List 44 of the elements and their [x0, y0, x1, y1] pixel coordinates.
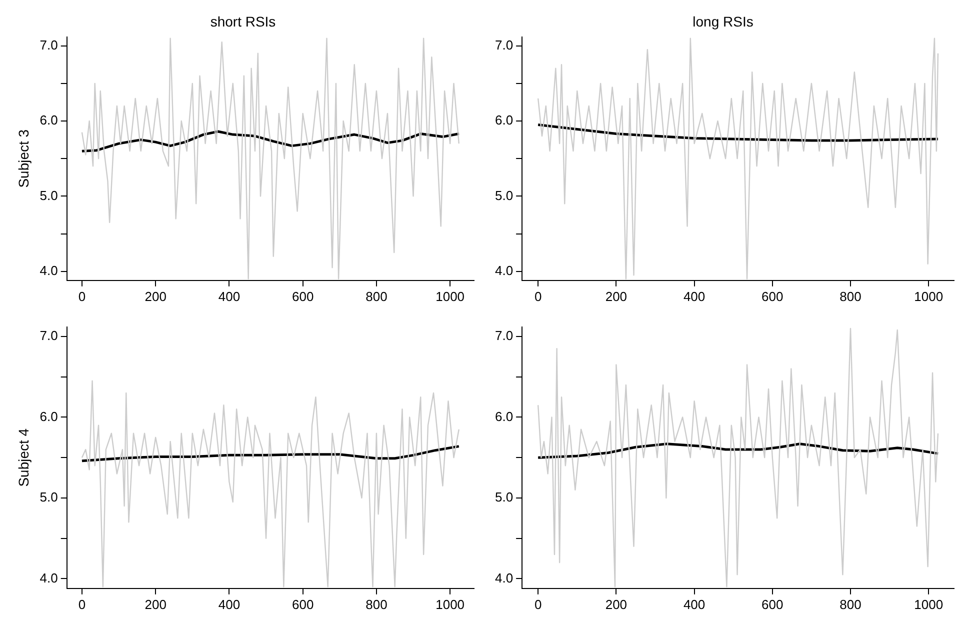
x-tick-label: 600 [292, 288, 314, 304]
x-tick-label: 200 [144, 596, 166, 612]
y-tick-label: 4.0 [494, 262, 514, 278]
x-tick-label: 200 [144, 288, 166, 304]
y-tick-label: 5.0 [40, 188, 58, 203]
x-tick-label: 800 [366, 288, 388, 304]
x-tick-label: 400 [683, 596, 706, 612]
x-tick-label: 1000 [436, 596, 465, 612]
x-tick-label: 800 [840, 288, 862, 304]
x-tick-label: 1000 [914, 596, 944, 612]
y-tick-label: 5.0 [40, 490, 58, 505]
y-axis-title: Subject 3 [15, 129, 32, 188]
y-tick-label: 6.0 [494, 112, 514, 128]
x-tick-label: 200 [605, 288, 628, 304]
x-tick-label: 600 [292, 596, 314, 612]
x-tick-label: 0 [534, 596, 542, 612]
x-tick-label: 600 [762, 596, 784, 612]
y-tick-label: 6.0 [40, 112, 58, 128]
x-tick-label: 0 [78, 288, 86, 304]
y-tick-label: 7.0 [40, 328, 58, 344]
x-tick-label: 600 [762, 288, 784, 304]
y-tick-label: 4.0 [40, 570, 58, 586]
y-tick-label: 5.0 [494, 490, 514, 505]
x-tick-label: 200 [605, 596, 628, 612]
x-tick-label: 800 [840, 596, 862, 612]
x-tick-label: 1000 [914, 288, 944, 304]
x-tick-label: 400 [218, 596, 240, 612]
x-tick-label: 400 [683, 288, 706, 304]
y-tick-label: 7.0 [494, 328, 514, 344]
y-tick-label: 4.0 [40, 262, 58, 278]
chart-title: long RSIs [692, 13, 754, 30]
y-tick-label: 7.0 [40, 37, 58, 52]
y-axis-title: Subject 4 [15, 428, 32, 487]
x-tick-label: 800 [366, 596, 388, 612]
x-tick-label: 0 [78, 596, 86, 612]
x-tick-label: 1000 [436, 288, 465, 304]
chart-title: short RSIs [210, 13, 276, 30]
y-tick-label: 6.0 [494, 408, 514, 424]
y-tick-label: 7.0 [494, 37, 514, 52]
y-tick-label: 4.0 [494, 570, 514, 586]
y-tick-label: 6.0 [40, 408, 58, 424]
x-tick-label: 400 [218, 288, 240, 304]
x-tick-label: 0 [534, 288, 542, 304]
y-tick-label: 5.0 [494, 188, 514, 203]
